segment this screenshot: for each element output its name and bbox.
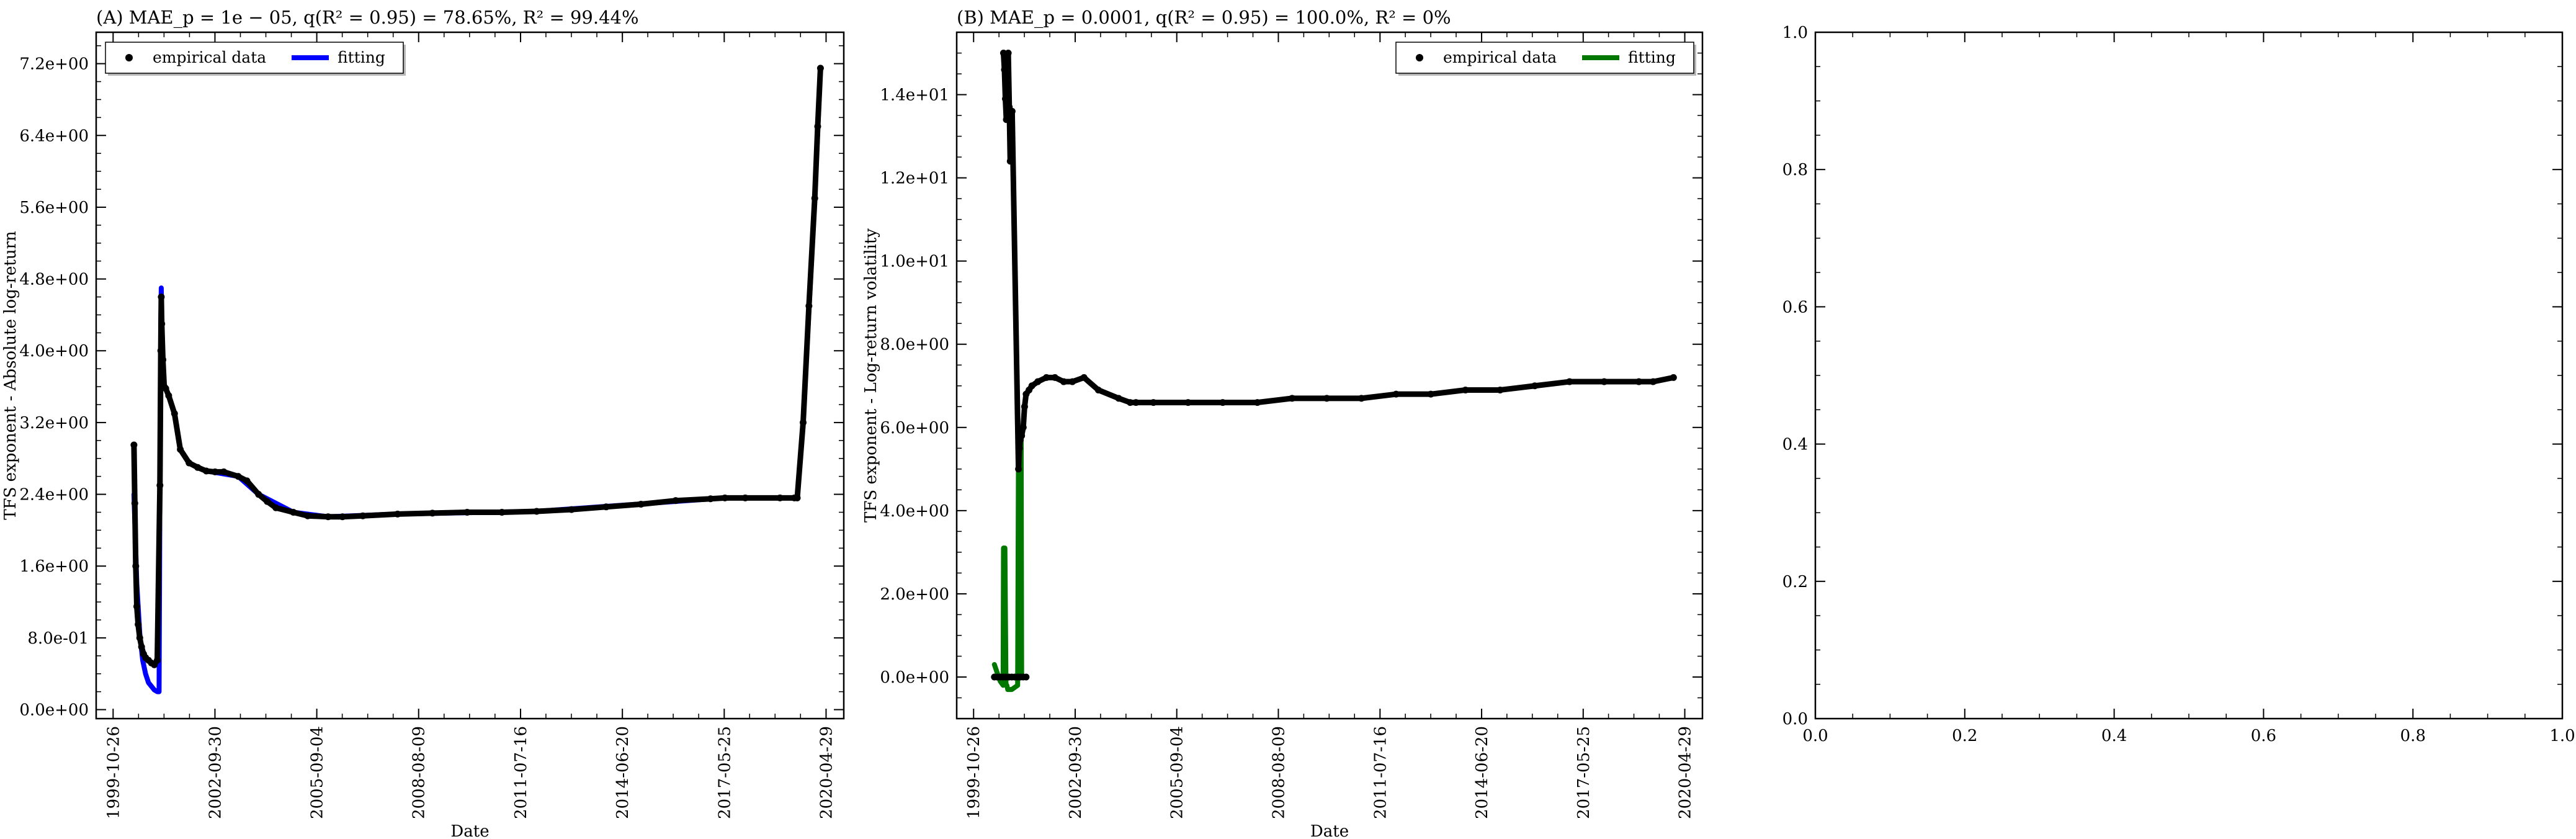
- y-tick-label: 4.8e+00: [19, 271, 89, 289]
- y-tick-label: 0.0e+00: [880, 668, 949, 687]
- x-tick-label: 2014-06-20: [614, 726, 632, 819]
- legend: empirical data fitting: [1395, 42, 1696, 76]
- y-tick-label: 1.0: [1782, 24, 1808, 42]
- y-tick-label: 4.0e+00: [19, 342, 89, 361]
- y-axis-label: TFS exponent - Absolute log-return: [1, 231, 20, 520]
- x-tick-label: 0.0: [1802, 727, 1828, 745]
- y-axis-label: TFS exponent - Log-return volatility: [862, 228, 880, 523]
- y-tick-label: 8.0e-01: [27, 629, 89, 648]
- plot-area: [991, 50, 1677, 693]
- chart-panel-0: 0.0e+00 8.0e-01 1.6e+00 2.4e+00 3.2e+00 4.0e+…: [1, 7, 845, 839]
- series-trail-empirical: [1000, 50, 1676, 472]
- y-tick-label: 0.8: [1782, 161, 1808, 179]
- chart-title: (B) MAE_p = 0.0001, q(R² = 0.95) = 100.0…: [957, 7, 1451, 29]
- y-tick-label: 1.6e+00: [19, 557, 89, 576]
- legend-marker-empirical: [1416, 54, 1423, 61]
- x-tick-label: 1999-10-26: [104, 726, 123, 819]
- y-tick-label: 0.0: [1782, 710, 1808, 729]
- y-tick-label: 0.0e+00: [19, 701, 89, 720]
- plot-area: [130, 65, 824, 694]
- legend-label-empirical: empirical data: [1443, 48, 1557, 66]
- x-tick-label: 0.6: [2251, 727, 2276, 745]
- y-tick-label: 0.4: [1782, 436, 1808, 454]
- legend-label-fitting: fitting: [338, 48, 385, 66]
- x-tick-label: 2014-06-20: [1473, 726, 1491, 819]
- plot-frame: [955, 31, 1704, 720]
- x-tick-label: 2017-05-25: [715, 726, 734, 819]
- series-line-fitting: [131, 65, 823, 694]
- y-tick-label: 4.0e+00: [880, 502, 949, 521]
- y-tick-label: 6.4e+00: [19, 127, 89, 145]
- legend: empirical data fitting: [105, 42, 406, 76]
- y-tick-label: 1.2e+01: [880, 169, 949, 188]
- x-tick-label: 2005-09-04: [308, 726, 327, 819]
- x-tick-label: 2011-07-16: [512, 726, 530, 819]
- x-tick-label: 2020-04-29: [1676, 726, 1695, 819]
- x-tick-label: 0.4: [2101, 727, 2127, 745]
- x-tick-label: 2002-09-30: [206, 726, 225, 819]
- y-tick-label: 3.2e+00: [19, 414, 89, 433]
- legend-label-empirical: empirical data: [153, 48, 266, 66]
- x-tick-label: 2005-09-04: [1168, 726, 1187, 819]
- y-tick-label: 7.2e+00: [19, 55, 89, 74]
- series-trail-empirical: [131, 65, 823, 668]
- x-tick-label: 2017-05-25: [1575, 726, 1593, 819]
- x-tick-label: 2008-08-09: [1269, 726, 1288, 819]
- legend-label-fitting: fitting: [1628, 48, 1676, 66]
- x-tick-label: 2008-08-09: [410, 726, 429, 819]
- y-tick-label: 8.0e+00: [880, 336, 949, 354]
- y-tick-label: 6.0e+00: [880, 419, 949, 437]
- series-line-fitting: [991, 433, 1024, 693]
- x-axis-label: Date: [1310, 822, 1349, 839]
- x-tick-label: 2002-09-30: [1067, 726, 1085, 819]
- legend-marker-empirical: [125, 54, 133, 61]
- x-tick-label: 1.0: [2549, 727, 2575, 745]
- x-axis-label: Date: [450, 822, 489, 839]
- y-tick-label: 0.2: [1782, 573, 1808, 591]
- x-tick-label: 0.8: [2400, 727, 2426, 745]
- chart-title: (A) MAE_p = 1e − 05, q(R² = 0.95) = 78.6…: [96, 7, 639, 29]
- y-tick-label: 2.4e+00: [19, 486, 89, 505]
- x-tick-label: 2020-04-29: [817, 726, 836, 819]
- plot-frame: [95, 31, 845, 720]
- plot-frame: [1814, 31, 2564, 720]
- x-tick-label: 0.2: [1952, 727, 1977, 745]
- x-tick-label: 1999-10-26: [965, 726, 983, 819]
- data-point: [1022, 673, 1030, 681]
- y-tick-label: 0.6: [1782, 298, 1808, 316]
- chart-panel-2: 0.0 0.2 0.4 0.6 0.8 1.0 0.0 0.2 0.4 0.6 0.8 1.0: [1782, 24, 2575, 745]
- y-tick-label: 5.6e+00: [19, 199, 89, 217]
- legend-box: [105, 42, 404, 74]
- y-tick-label: 1.0e+01: [880, 253, 949, 271]
- legend-box: [1395, 42, 1694, 74]
- chart-panel-1: 0.0e+00 2.0e+00 4.0e+00 6.0e+00 8.0e+00 1.0e+…: [862, 7, 1704, 839]
- x-tick-label: 2011-07-16: [1371, 726, 1390, 819]
- y-tick-label: 2.0e+00: [880, 585, 949, 604]
- y-tick-label: 1.4e+01: [880, 86, 949, 105]
